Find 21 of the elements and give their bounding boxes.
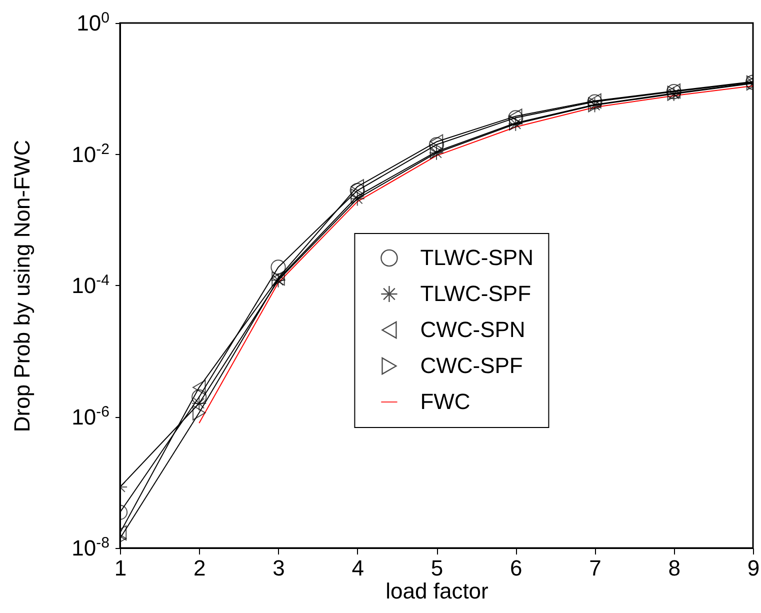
- y-axis-title: Drop Prob by using Non-FWC: [10, 140, 34, 432]
- y-tick-label: 10$^{-4}$: [72, 272, 110, 298]
- x-axis-title: load factor: [386, 578, 488, 604]
- x-tick-label: 8: [668, 556, 680, 580]
- x-tick-label: 5: [430, 556, 444, 580]
- x-tick-label: 3: [272, 556, 285, 580]
- legend-label: CWC-SPF: [420, 353, 523, 378]
- y-tick-label: 10$^{-8}$: [72, 534, 110, 560]
- y-tick-label: 10$^{0}$: [76, 9, 110, 36]
- y-tick-label: 10$^{-2}$: [72, 140, 110, 167]
- x-tick-label: 6: [510, 556, 522, 580]
- x-tick-label: 4: [352, 556, 364, 580]
- x-tick-label: 1: [114, 556, 127, 580]
- legend-label: CWC-SPN: [420, 317, 526, 342]
- x-tick-label: 7: [589, 556, 602, 580]
- x-tick-label: 2: [194, 556, 206, 580]
- legend-label: TLWC-SPF: [420, 281, 532, 306]
- legend-label: FWC: [420, 389, 470, 414]
- x-tick-label: 9: [747, 556, 760, 580]
- legend-label: TLWC-SPN: [420, 245, 534, 270]
- y-tick-label: 10$^{-6}$: [72, 402, 110, 430]
